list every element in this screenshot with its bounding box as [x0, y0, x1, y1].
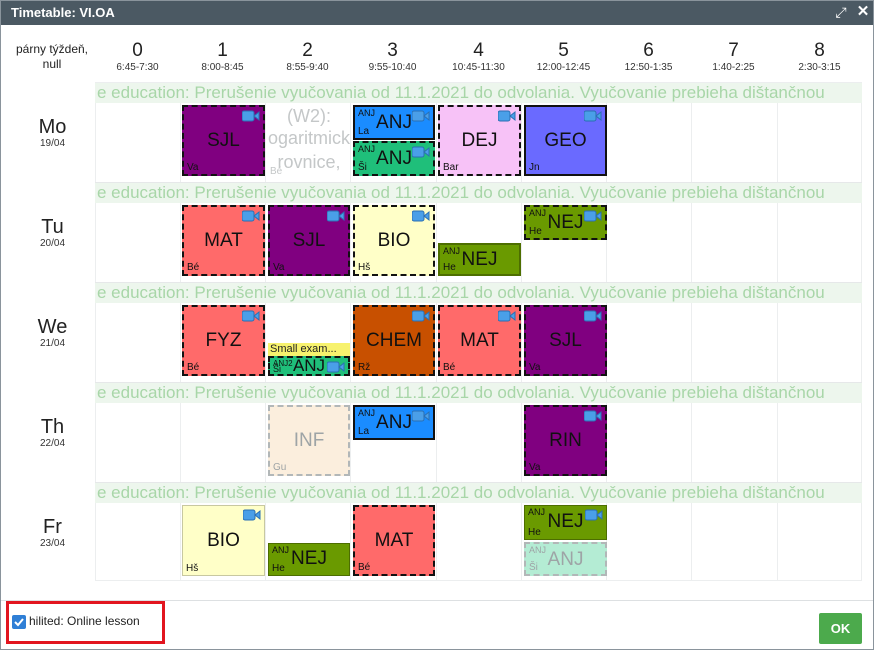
video-camera-icon — [327, 361, 345, 373]
video-camera-icon — [412, 310, 430, 322]
period-header: 6 12:50-1:35 — [624, 40, 673, 73]
video-camera-icon — [242, 210, 260, 222]
video-camera-icon — [242, 110, 260, 122]
grid-divider — [95, 182, 862, 183]
ghost-lesson-teacher: Bé — [270, 166, 283, 177]
lesson-card[interactable]: ANJ2 ANJ Ši — [268, 356, 350, 376]
hilite-label: hilited: Online lesson — [29, 614, 140, 628]
lesson-card[interactable]: BIO Hš — [353, 205, 435, 276]
lesson-card[interactable]: ANJ ANJ Ši — [524, 542, 607, 576]
ghost-lesson-line: (W2): — [287, 106, 331, 126]
announcement-banner[interactable]: e education: Prerušenie vyučovania od 11… — [95, 383, 862, 403]
checkmark-icon — [14, 618, 24, 627]
video-camera-icon — [327, 210, 345, 222]
lesson-card[interactable]: ANJ ANJ La — [353, 105, 435, 140]
period-header: 8 2:30-3:15 — [798, 40, 841, 73]
period-header: 0 6:45-7:30 — [116, 40, 159, 73]
lesson-card[interactable]: BIO Hš — [182, 505, 265, 576]
expand-icon[interactable]: ⤢ — [835, 4, 847, 20]
video-camera-icon — [412, 110, 430, 122]
lesson-card[interactable]: RIN Va — [524, 405, 607, 476]
hilite-highlight-box — [6, 601, 165, 644]
grid-divider — [95, 282, 862, 283]
grid-divider — [95, 482, 862, 483]
lesson-card[interactable]: ANJ NEJ He — [268, 543, 350, 576]
video-camera-icon — [412, 410, 430, 422]
period-header: 2 8:55-9:40 — [286, 40, 329, 73]
period-header: 4 10:45-11:30 — [452, 40, 505, 73]
video-camera-icon — [585, 509, 603, 521]
announcement-banner[interactable]: e education: Prerušenie vyučovania od 11… — [95, 483, 862, 503]
lesson-card[interactable]: DEJ Bar — [438, 105, 521, 176]
grid-divider — [350, 82, 351, 581]
day-label-fr: Fr 23/04 — [39, 516, 66, 549]
video-camera-icon — [412, 146, 430, 158]
day-label-th: Th 22/04 — [39, 416, 66, 449]
period-header: 3 9:55-10:40 — [368, 40, 417, 73]
grid-divider — [521, 82, 522, 581]
footer-divider — [1, 600, 873, 601]
grid-divider — [436, 82, 437, 581]
video-camera-icon — [584, 110, 602, 122]
announcement-banner[interactable]: e education: Prerušenie vyučovania od 11… — [95, 183, 862, 203]
video-camera-icon — [584, 410, 602, 422]
video-camera-icon — [498, 310, 516, 322]
lesson-card[interactable]: MAT Bé — [438, 305, 521, 376]
grid-divider — [265, 82, 266, 581]
close-icon[interactable]: ✕ — [856, 3, 870, 20]
lesson-card[interactable]: CHEM Rž — [353, 305, 435, 376]
video-camera-icon — [498, 110, 516, 122]
grid-divider — [691, 82, 692, 581]
ghost-lesson-line: ogaritmick — [268, 128, 350, 148]
small-exam-note[interactable]: Small exam... — [268, 343, 350, 356]
period-header: 7 1:40-2:25 — [712, 40, 755, 73]
lesson-card[interactable]: ANJ NEJ He — [524, 205, 607, 240]
video-camera-icon — [243, 509, 261, 521]
video-camera-icon — [412, 210, 430, 222]
day-label-tu: Tu 20/04 — [39, 216, 66, 249]
lesson-card[interactable]: ANJ NEJ He — [524, 505, 607, 540]
lesson-card[interactable]: FYZ Bé — [182, 305, 265, 376]
grid-divider — [95, 382, 862, 383]
lesson-card[interactable]: SJL Va — [524, 305, 607, 376]
lesson-card[interactable]: MAT Bé — [353, 505, 435, 576]
video-camera-icon — [584, 210, 602, 222]
lesson-card[interactable]: INF Gu — [268, 405, 350, 476]
grid-divider — [180, 82, 181, 581]
lesson-card[interactable]: ANJ NEJ He — [438, 243, 521, 276]
announcement-banner[interactable]: e education: Prerušenie vyučovania od 11… — [95, 283, 862, 303]
video-camera-icon — [584, 310, 602, 322]
week-label: párny týždeň, null — [15, 42, 89, 71]
period-header: 5 12:00-12:45 — [536, 40, 591, 73]
day-label-we: We 21/04 — [37, 316, 68, 349]
hilite-checkbox[interactable] — [12, 615, 26, 629]
lesson-card[interactable]: ANJ ANJ La — [353, 405, 435, 440]
announcement-banner[interactable]: e education: Prerušenie vyučovania od 11… — [95, 83, 862, 103]
grid-divider — [777, 82, 778, 581]
window-title: Timetable: VI.OA — [11, 5, 115, 20]
lesson-card[interactable]: SJL Va — [268, 205, 350, 276]
ghost-lesson-line: rovnice, — [277, 152, 341, 172]
lesson-card[interactable]: ANJ ANJ Ši — [353, 141, 435, 176]
lesson-card[interactable]: SJL Va — [182, 105, 265, 176]
lesson-card[interactable]: MAT Bé — [182, 205, 265, 276]
day-label-mo: Mo 19/04 — [38, 116, 67, 149]
ok-button[interactable]: OK — [819, 613, 862, 644]
period-header: 1 8:00-8:45 — [201, 40, 244, 73]
title-bar: Timetable: VI.OA ⤢ ✕ — [1, 1, 873, 25]
lesson-card[interactable]: GEO Jn — [524, 105, 607, 176]
video-camera-icon — [242, 310, 260, 322]
